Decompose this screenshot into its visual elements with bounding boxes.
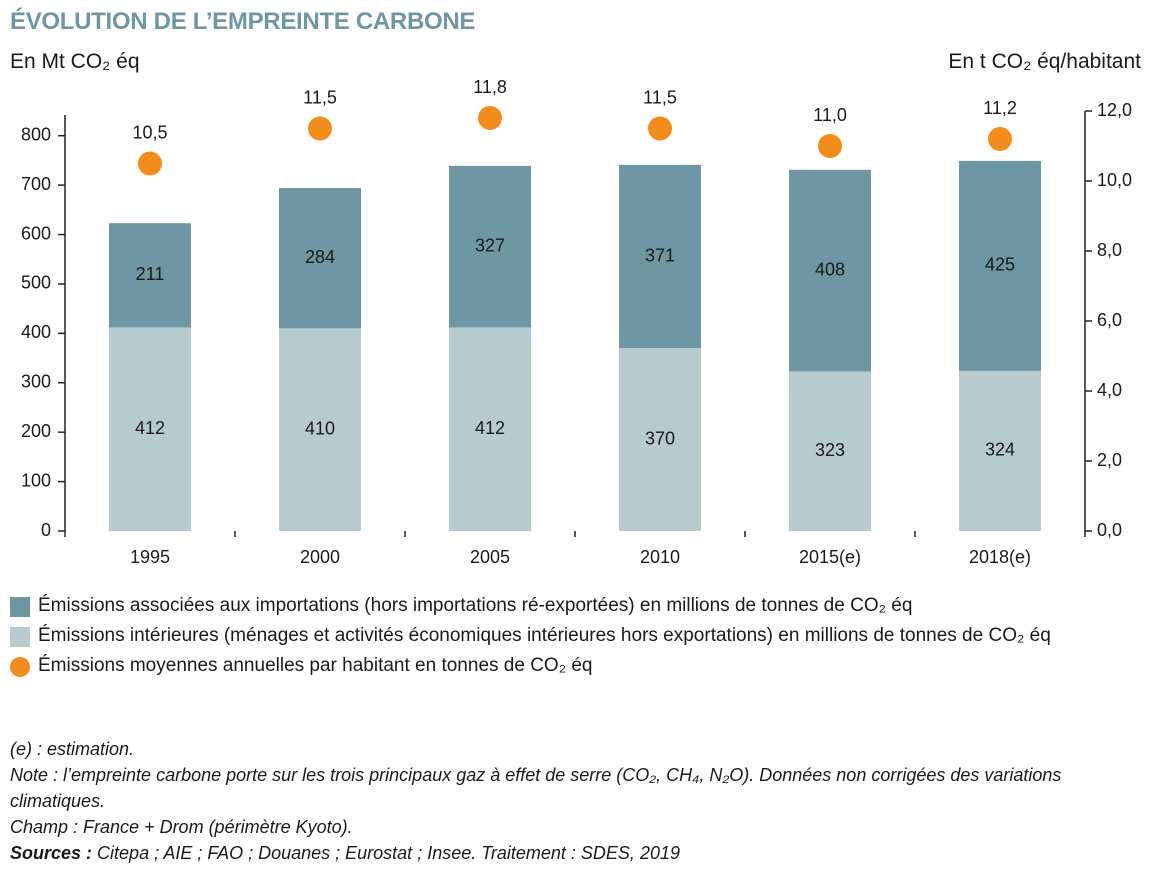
dot-label: 11,0 <box>813 105 847 125</box>
bar-segment <box>789 371 871 531</box>
bar-segment <box>279 328 361 531</box>
bar-segment <box>449 165 531 328</box>
bar-segment <box>109 327 191 531</box>
y-tick-label: 700 <box>21 174 51 194</box>
dot-label: 11,5 <box>303 87 337 107</box>
y2-axis-label: En t CO₂ éq/habitant <box>948 50 1141 73</box>
bar-label: 425 <box>985 255 1015 275</box>
y2-tick-label: 2,0 <box>1097 450 1122 470</box>
x-tick-label: 1995 <box>130 547 170 567</box>
y2-tick-label: 6,0 <box>1097 310 1122 330</box>
note: Note : l’empreinte carbone porte sur les… <box>10 765 1062 811</box>
y-axis-label: En Mt CO₂ éq <box>10 50 140 73</box>
chart: 0 100 200 300 400 500 600 700 800 0,0 2,0 4,0 6,0 8,0… <box>21 77 1132 567</box>
bar-label: 284 <box>305 247 335 267</box>
bar-segment <box>109 223 191 328</box>
dot-label: 11,8 <box>473 77 507 97</box>
dot <box>818 134 842 158</box>
bar-segment <box>449 327 531 531</box>
y2-tick-label: 0,0 <box>1097 520 1122 540</box>
y-tick-label: 300 <box>21 372 51 392</box>
bar-label: 324 <box>985 440 1015 460</box>
chart-title: ÉVOLUTION DE L’EMPREINTE CARBONE <box>10 8 476 35</box>
x-tick-label: 2000 <box>300 547 340 567</box>
bar-label: 327 <box>475 235 505 255</box>
dot <box>648 116 672 141</box>
bar-segment <box>789 169 871 372</box>
y2-tick-label: 12,0 <box>1097 100 1132 120</box>
note: Champ : France + Drom (périmètre Kyoto). <box>10 817 353 837</box>
legend-label: Émissions associées aux importations (ho… <box>38 595 913 616</box>
bar-segment <box>959 370 1041 531</box>
dot-label: 11,2 <box>983 98 1017 118</box>
bar-segment <box>619 164 701 349</box>
dot-label: 10,5 <box>132 122 167 142</box>
legend-label: Émissions moyennes annuelles par habitan… <box>38 655 593 676</box>
dot <box>308 116 332 141</box>
bar-segment <box>959 160 1041 371</box>
sources-text: Citepa ; AIE ; FAO ; Douanes ; Eurostat … <box>97 843 680 863</box>
note: (e) : estimation. <box>10 739 135 759</box>
bar-label: 323 <box>815 440 845 460</box>
legend-entry: Émissions associées aux importations (ho… <box>10 593 1130 618</box>
x-tick-label: 2015(e) <box>799 547 861 567</box>
y2-tick-label: 4,0 <box>1097 380 1122 400</box>
y-tick-label: 0 <box>41 520 51 540</box>
legend-swatch <box>10 657 30 677</box>
bar-label: 408 <box>815 259 845 279</box>
y-tick-label: 800 <box>21 124 51 144</box>
dot <box>478 106 502 130</box>
y-tick-label: 100 <box>21 470 51 490</box>
dot <box>138 151 162 176</box>
y-tick-label: 200 <box>21 421 51 441</box>
dot-label: 11,5 <box>643 87 677 107</box>
bar-segment <box>279 188 361 329</box>
y2-tick-label: 8,0 <box>1097 240 1122 260</box>
bar-label: 410 <box>305 418 335 438</box>
sources: Sources : Citepa ; AIE ; FAO ; Douanes ;… <box>10 840 1110 866</box>
y-tick-label: 400 <box>21 322 51 342</box>
y-tick-label: 500 <box>21 273 51 293</box>
x-tick-label: 2018(e) <box>969 547 1031 567</box>
bar-label: 371 <box>645 245 675 265</box>
bar-label: 370 <box>645 428 675 448</box>
legend-label: Émissions intérieures (ménages et activi… <box>38 625 1051 646</box>
legend-entry: Émissions moyennes annuelles par habitan… <box>10 653 1130 678</box>
legend-swatch <box>10 597 30 617</box>
bar-segment <box>619 348 701 531</box>
y-tick-label: 600 <box>21 223 51 243</box>
x-tick-label: 2005 <box>470 547 510 567</box>
dot <box>988 127 1012 151</box>
x-tick-label: 2010 <box>640 547 680 567</box>
y2-tick-label: 10,0 <box>1097 170 1132 190</box>
sources-label: Sources : <box>10 843 93 863</box>
bar-label: 412 <box>135 418 165 438</box>
bar-label: 412 <box>475 418 505 438</box>
legend-swatch <box>10 627 30 647</box>
bar-label: 211 <box>136 264 165 284</box>
notes: (e) : estimation. Note : l’empreinte car… <box>10 736 1110 866</box>
legend-entry: Émissions intérieures (ménages et activi… <box>10 623 1090 648</box>
